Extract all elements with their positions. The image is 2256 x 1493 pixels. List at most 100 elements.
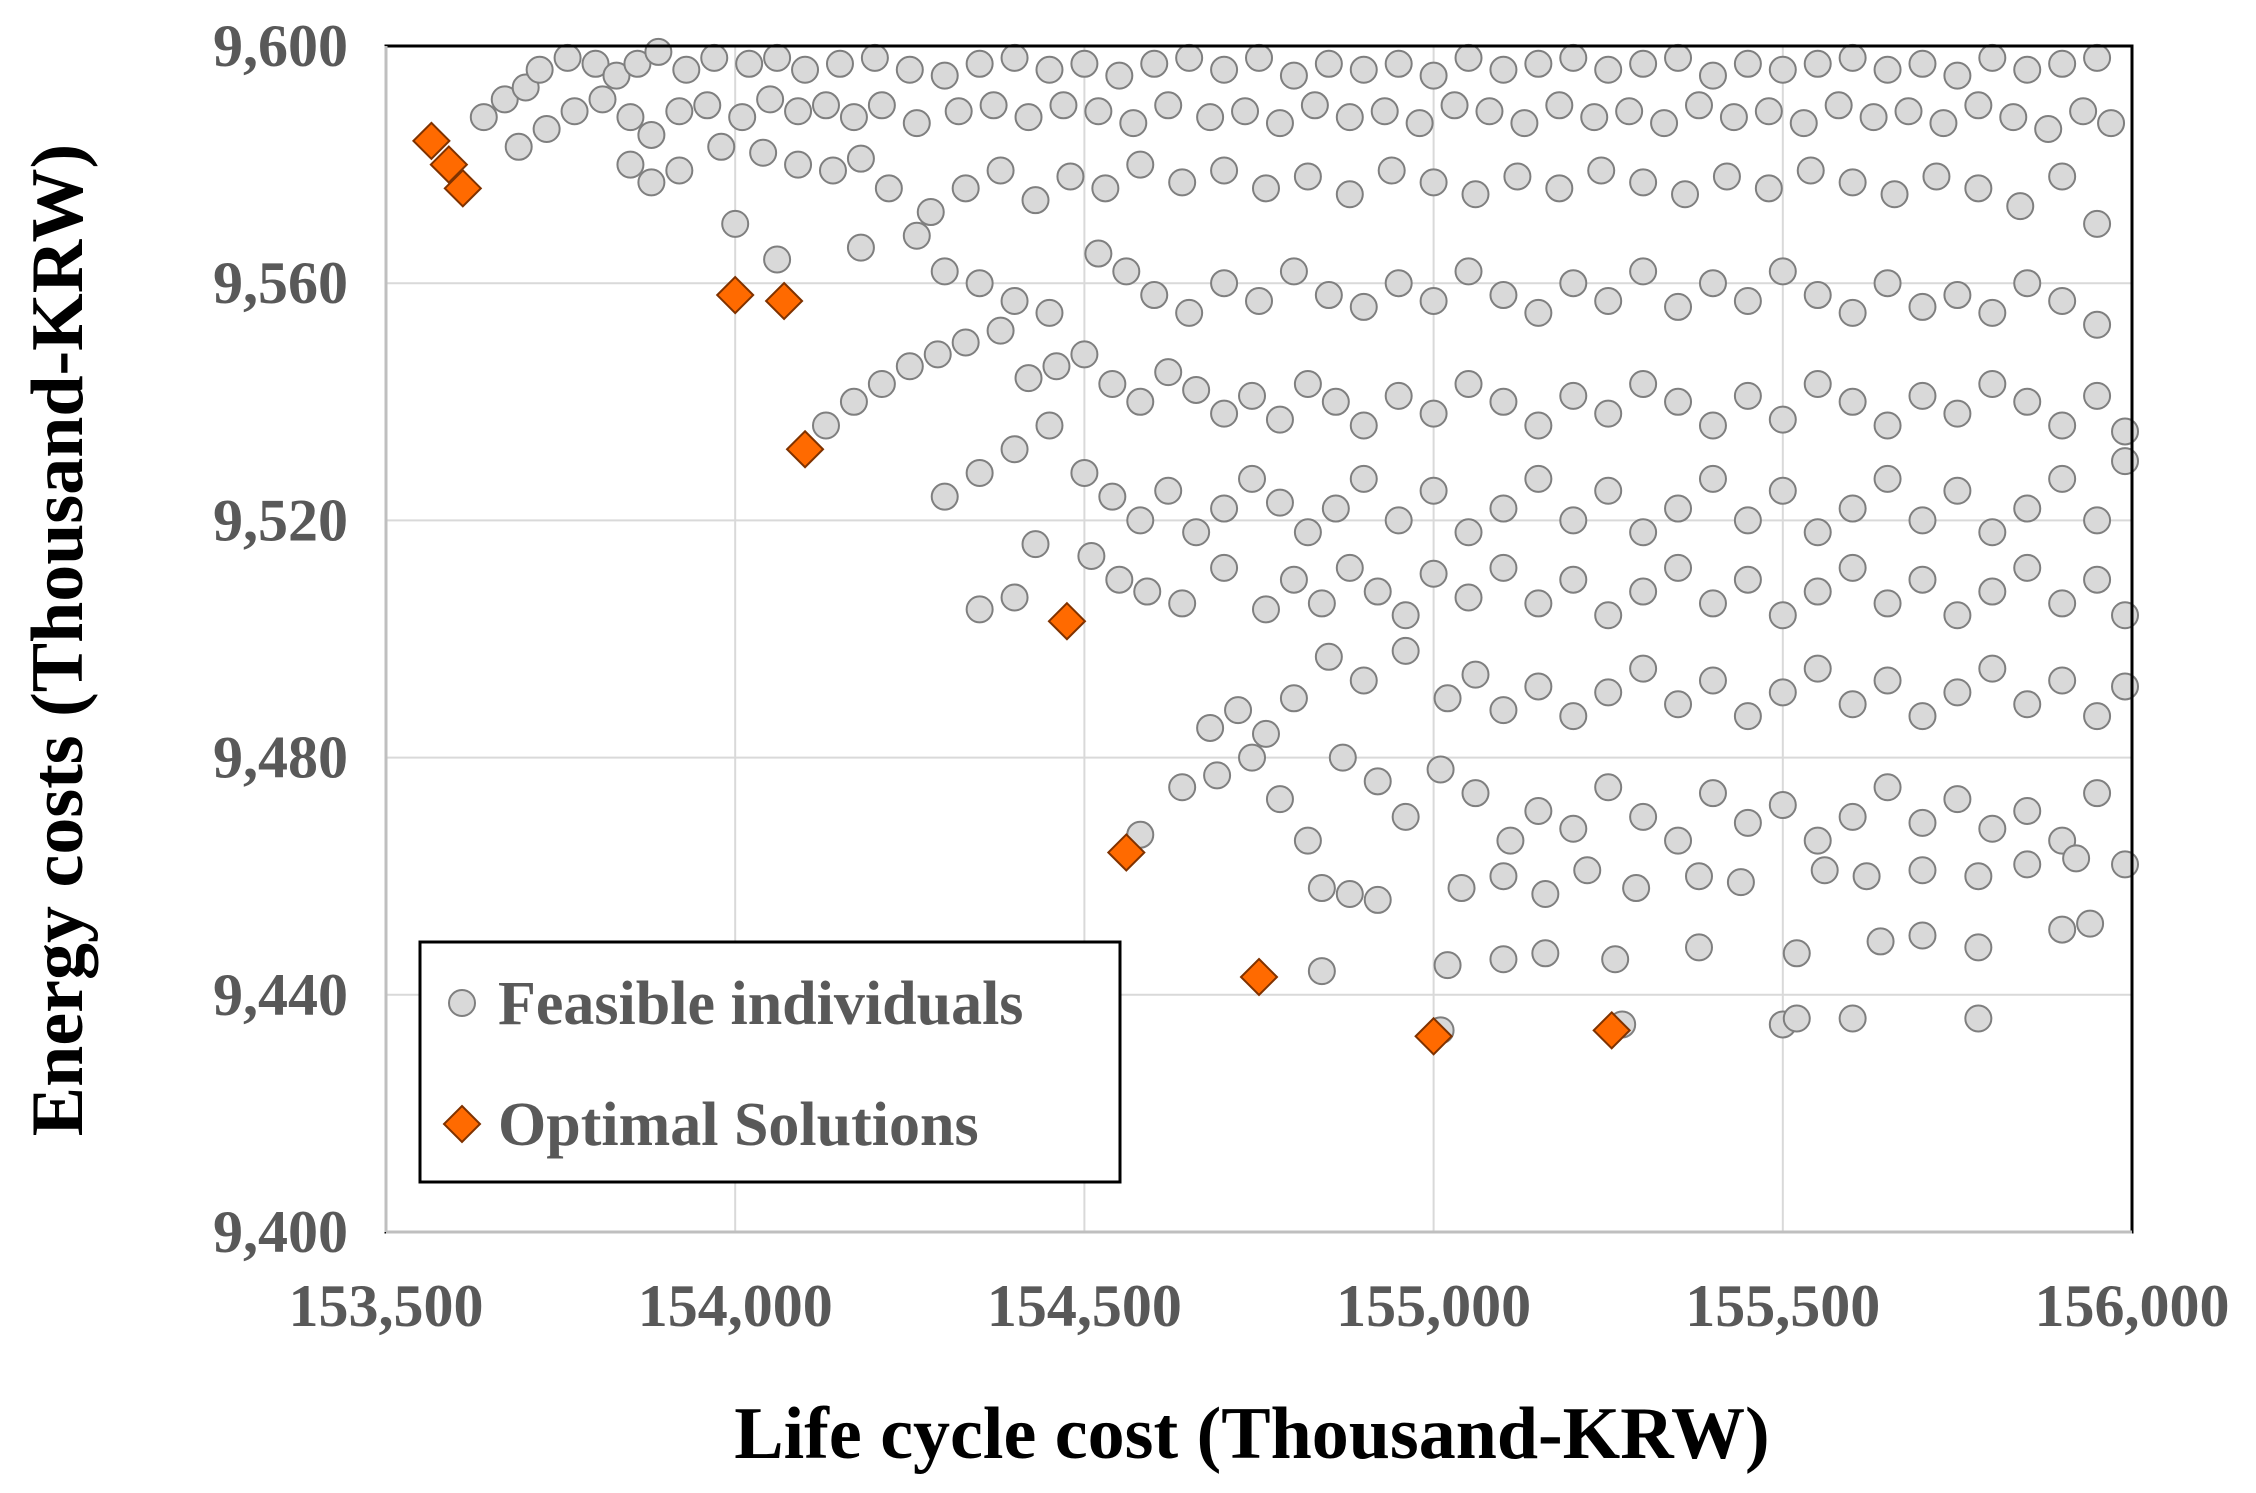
feasible-point bbox=[1489, 387, 1518, 416]
feasible-point bbox=[1510, 109, 1539, 138]
feasible-point bbox=[1838, 168, 1867, 197]
feasible-point bbox=[1419, 168, 1448, 197]
feasible-point bbox=[1908, 292, 1937, 321]
feasible-point bbox=[1873, 269, 1902, 298]
feasible-point bbox=[637, 168, 666, 197]
feasible-individuals-series bbox=[469, 37, 2140, 1045]
feasible-point bbox=[1454, 583, 1483, 612]
feasible-point bbox=[2013, 553, 2042, 582]
optimal-point bbox=[411, 121, 451, 161]
feasible-point bbox=[1803, 370, 1832, 399]
feasible-point bbox=[2013, 494, 2042, 523]
feasible-point bbox=[1580, 103, 1609, 132]
feasible-point bbox=[2111, 601, 2140, 630]
feasible-point bbox=[553, 43, 582, 72]
feasible-point bbox=[616, 150, 645, 179]
feasible-point bbox=[1978, 298, 2007, 327]
feasible-point bbox=[1182, 518, 1211, 547]
feasible-point bbox=[1196, 103, 1225, 132]
feasible-point bbox=[623, 49, 652, 78]
feasible-point bbox=[1105, 61, 1134, 90]
feasible-point bbox=[811, 91, 840, 120]
feasible-point bbox=[1838, 298, 1867, 327]
feasible-point bbox=[1594, 678, 1623, 707]
feasible-point bbox=[1545, 174, 1574, 203]
optimal-point bbox=[1239, 957, 1279, 997]
feasible-point bbox=[1943, 399, 1972, 428]
feasible-point bbox=[1126, 387, 1155, 416]
feasible-point bbox=[1524, 589, 1553, 618]
feasible-point bbox=[1838, 802, 1867, 831]
feasible-point bbox=[1978, 654, 2007, 683]
feasible-point bbox=[1035, 411, 1064, 440]
feasible-point bbox=[1908, 381, 1937, 410]
feasible-point bbox=[2083, 565, 2112, 594]
feasible-point bbox=[1210, 399, 1239, 428]
feasible-point bbox=[1210, 269, 1239, 298]
feasible-point bbox=[581, 49, 610, 78]
y-tick-label: 9,400 bbox=[213, 1199, 348, 1265]
feasible-point bbox=[1531, 879, 1560, 908]
feasible-point bbox=[1231, 97, 1260, 126]
feasible-point bbox=[1664, 553, 1693, 582]
feasible-point bbox=[1768, 791, 1797, 820]
feasible-point bbox=[1559, 565, 1588, 594]
feasible-point bbox=[1014, 103, 1043, 132]
feasible-point bbox=[986, 316, 1015, 345]
feasible-point bbox=[1964, 933, 1993, 962]
feasible-point bbox=[1210, 494, 1239, 523]
feasible-point bbox=[1803, 654, 1832, 683]
feasible-point bbox=[1684, 933, 1713, 962]
feasible-point bbox=[1035, 55, 1064, 84]
feasible-point bbox=[1587, 156, 1616, 185]
feasible-point bbox=[1314, 49, 1343, 78]
feasible-point bbox=[1454, 370, 1483, 399]
feasible-point bbox=[1489, 862, 1518, 891]
feasible-point bbox=[1433, 684, 1462, 713]
feasible-point bbox=[923, 340, 952, 369]
feasible-point bbox=[1838, 553, 1867, 582]
feasible-point bbox=[1307, 957, 1336, 986]
feasible-point bbox=[1908, 921, 1937, 950]
feasible-point bbox=[1293, 162, 1322, 191]
legend-box bbox=[418, 940, 1122, 1184]
feasible-point bbox=[1126, 150, 1155, 179]
feasible-point bbox=[1573, 856, 1602, 885]
feasible-point bbox=[1524, 298, 1553, 327]
feasible-point bbox=[930, 257, 959, 286]
feasible-point bbox=[1754, 97, 1783, 126]
feasible-point bbox=[2069, 97, 2098, 126]
feasible-point bbox=[1664, 826, 1693, 855]
feasible-point bbox=[1293, 826, 1322, 855]
feasible-point bbox=[1726, 868, 1755, 897]
feasible-point bbox=[1489, 494, 1518, 523]
feasible-point bbox=[930, 61, 959, 90]
feasible-point bbox=[1803, 49, 1832, 78]
feasible-point bbox=[1154, 91, 1183, 120]
feasible-point bbox=[1496, 826, 1525, 855]
feasible-point bbox=[1349, 292, 1378, 321]
feasible-point bbox=[2048, 49, 2077, 78]
feasible-point bbox=[1803, 577, 1832, 606]
feasible-point bbox=[2076, 909, 2105, 938]
feasible-point bbox=[1873, 411, 1902, 440]
feasible-point bbox=[2048, 286, 2077, 315]
feasible-point bbox=[2083, 310, 2112, 339]
feasible-point bbox=[644, 37, 673, 66]
feasible-point bbox=[1265, 488, 1294, 517]
feasible-point bbox=[1461, 779, 1490, 808]
feasible-point bbox=[1943, 601, 1972, 630]
feasible-point bbox=[1405, 109, 1434, 138]
feasible-point bbox=[1838, 494, 1867, 523]
feasible-point bbox=[1664, 690, 1693, 719]
feasible-point bbox=[811, 411, 840, 440]
feasible-point bbox=[469, 103, 498, 132]
feasible-point bbox=[2083, 381, 2112, 410]
feasible-point bbox=[1838, 1004, 1867, 1033]
feasible-point bbox=[1908, 506, 1937, 535]
optimal-point bbox=[1106, 833, 1146, 872]
feasible-point bbox=[2111, 850, 2140, 879]
feasible-point bbox=[1594, 773, 1623, 802]
feasible-point bbox=[1307, 874, 1336, 903]
feasible-point bbox=[1489, 696, 1518, 725]
